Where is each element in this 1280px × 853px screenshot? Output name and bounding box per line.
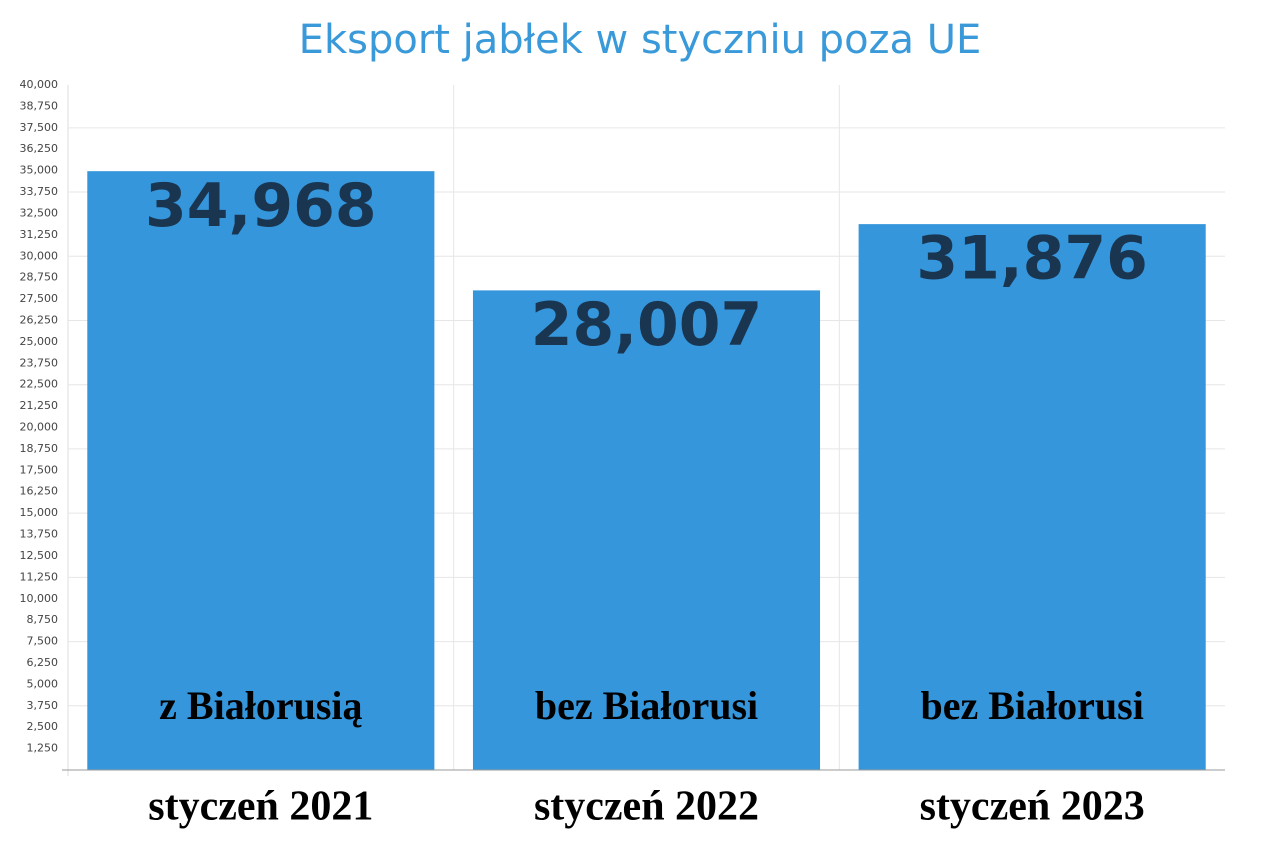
bar-annotation: bez Białorusi xyxy=(920,683,1143,728)
y-tick-label: 33,750 xyxy=(20,185,59,198)
y-tick-label: 22,500 xyxy=(20,378,59,391)
y-tick-label: 21,250 xyxy=(20,399,59,412)
x-tick-label: styczeń 2023 xyxy=(920,784,1145,830)
y-tick-label: 7,500 xyxy=(27,635,59,648)
y-tick-label: 40,000 xyxy=(20,78,59,91)
y-tick-label: 18,750 xyxy=(20,442,59,455)
y-tick-label: 26,250 xyxy=(20,313,59,326)
x-tick-label: styczeń 2022 xyxy=(534,784,759,830)
y-tick-label: 16,250 xyxy=(20,485,59,498)
y-tick-label: 27,500 xyxy=(20,292,59,305)
y-tick-label: 20,000 xyxy=(20,421,59,434)
y-tick-label: 3,750 xyxy=(27,699,59,712)
y-tick-label: 23,750 xyxy=(20,356,59,369)
y-tick-label: 25,000 xyxy=(20,335,59,348)
y-tick-label: 8,750 xyxy=(27,613,59,626)
y-tick-label: 6,250 xyxy=(27,656,59,669)
y-tick-label: 1,250 xyxy=(27,742,59,755)
y-tick-label: 32,500 xyxy=(20,206,59,219)
y-tick-label: 37,500 xyxy=(20,121,59,134)
chart-title: Eksport jabłek w styczniu poza UE xyxy=(299,17,982,63)
y-tick-label: 12,500 xyxy=(20,549,59,562)
bar xyxy=(858,224,1206,770)
y-tick-label: 13,750 xyxy=(20,528,59,541)
y-tick-label: 17,500 xyxy=(20,463,59,476)
y-tick-label: 10,000 xyxy=(20,592,59,605)
value-label: 34,968 xyxy=(145,171,377,241)
y-tick-label: 15,000 xyxy=(20,506,59,519)
y-tick-label: 2,500 xyxy=(27,720,59,733)
y-tick-label: 36,250 xyxy=(20,142,59,155)
bar-annotation: bez Białorusi xyxy=(535,683,758,728)
y-tick-label: 30,000 xyxy=(20,249,59,262)
y-tick-label: 31,250 xyxy=(20,228,59,241)
x-tick-label: styczeń 2021 xyxy=(148,784,373,830)
bar xyxy=(87,171,435,771)
y-tick-label: 35,000 xyxy=(20,164,59,177)
value-label: 31,876 xyxy=(916,224,1148,294)
bar xyxy=(472,290,821,770)
y-tick-label: 28,750 xyxy=(20,271,59,284)
bar-annotation: z Białorusią xyxy=(159,683,362,728)
value-label: 28,007 xyxy=(531,290,763,360)
y-tick-label: 38,750 xyxy=(20,99,59,112)
y-tick-label: 5,000 xyxy=(27,677,59,690)
y-tick-label: 11,250 xyxy=(20,570,59,583)
